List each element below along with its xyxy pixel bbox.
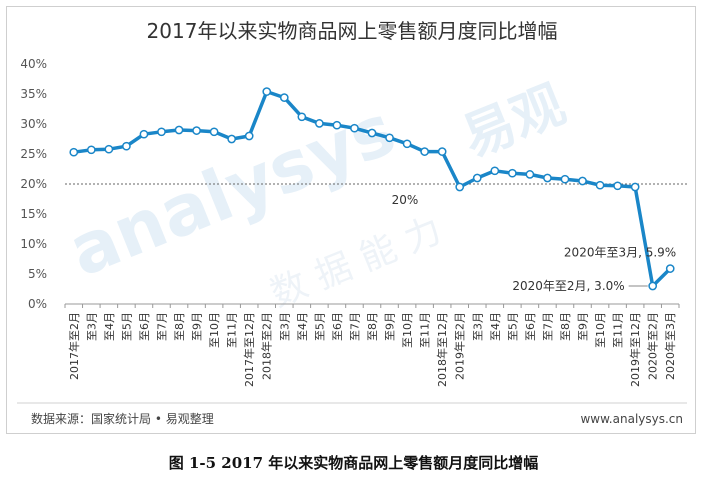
y-tick-label: 15%: [20, 207, 47, 221]
x-tick-label: 至9月: [384, 312, 397, 341]
data-point: [385, 133, 394, 143]
data-point: [122, 141, 131, 151]
data-point: [69, 147, 79, 157]
data-point: [227, 134, 237, 144]
y-axis: 0% 5% 10% 15% 20% 25% 30% 35% 40%: [20, 57, 47, 311]
watermark-cn-big: 易观: [454, 74, 573, 169]
data-point: [665, 264, 675, 273]
annotation-label: 2020年至2月, 3.0%: [512, 279, 624, 293]
data-point: [578, 176, 587, 186]
data-point: [420, 147, 429, 156]
y-tick-label: 40%: [20, 57, 47, 71]
chart-title: 2017年以来实物商品网上零售额月度同比增幅: [147, 19, 558, 43]
x-tick-label: 至9月: [577, 312, 590, 341]
data-point: [630, 182, 640, 192]
data-point: [595, 180, 605, 190]
x-tick-label: 至10月: [401, 312, 414, 348]
x-tick-label: 2019年至12月: [628, 312, 642, 387]
data-point: [472, 173, 482, 183]
x-tick-label: 2019年至2月: [453, 312, 467, 380]
data-point: [104, 144, 114, 154]
data-point: [367, 128, 377, 138]
x-tick-label: 至8月: [173, 312, 186, 341]
website-link[interactable]: www.analysys.cn: [580, 412, 683, 426]
data-point: [279, 93, 289, 102]
x-tick-label: 至6月: [138, 312, 151, 341]
data-point: [560, 174, 570, 184]
data-point: [315, 119, 324, 128]
x-tick-label: 至7月: [541, 312, 554, 341]
data-point: [209, 127, 219, 137]
y-tick-label: 25%: [20, 147, 47, 161]
x-tick-label: 至5月: [506, 312, 519, 341]
annotation-label: 2020年至3月, 5.9%: [564, 246, 676, 260]
data-point: [455, 182, 465, 192]
x-tick-label: 至6月: [524, 312, 537, 341]
data-point: [437, 147, 447, 156]
series-group: [69, 87, 675, 291]
x-tick-label: 至11月: [419, 312, 432, 348]
data-point: [86, 145, 96, 155]
x-tick-label: 至8月: [559, 312, 572, 341]
x-tick-label: 2017年至12月: [242, 312, 256, 387]
x-tick-label: 2017年至2月: [67, 312, 81, 380]
x-tick-label: 至9月: [191, 312, 204, 341]
watermark-cn-small: 数据能力: [265, 205, 458, 315]
data-point: [507, 168, 517, 178]
x-tick-label: 至5月: [120, 312, 133, 341]
x-tick-label: 至5月: [313, 312, 326, 341]
data-point: [402, 139, 412, 149]
x-tick-labels: 2017年至2月 至3月 至4月 至5月 至6月 至7月 至8月 至9月 至10月 至11月 201…: [67, 312, 677, 387]
source-note: 数据来源：国家统计局 • 易观整理: [31, 411, 214, 426]
x-tick-label: 至3月: [471, 312, 484, 341]
figure-frame: analysys 易观 数据能力 2017年以来实物商品网上零售额月度同比增幅 0%…: [6, 6, 696, 434]
data-point: [244, 131, 254, 141]
y-tick-label: 0%: [28, 297, 47, 311]
x-tick-label: 2018年至12月: [435, 312, 449, 387]
x-tick-label: 至10月: [208, 312, 221, 348]
x-tick-label: 至4月: [103, 312, 116, 341]
x-tick-label: 至4月: [296, 312, 309, 341]
x-tick-label: 至11月: [226, 312, 239, 348]
data-point: [350, 123, 359, 133]
x-tick-label: 至3月: [278, 312, 291, 341]
data-point: [174, 125, 184, 135]
y-tick-label: 35%: [20, 87, 47, 101]
x-tick-label: 至7月: [155, 312, 168, 341]
data-point: [192, 126, 201, 135]
y-tick-label: 5%: [28, 267, 47, 281]
data-point: [139, 129, 149, 139]
y-tick-label: 30%: [20, 117, 47, 131]
data-point: [490, 166, 500, 176]
x-tick-label: 2018年至2月: [260, 312, 274, 380]
data-point: [525, 170, 535, 179]
y-tick-label: 10%: [20, 237, 47, 251]
data-point: [297, 112, 307, 122]
x-tick-label: 至10月: [594, 312, 607, 348]
x-tick-label: 至11月: [612, 312, 625, 348]
x-tick-label: 2020年至2月: [646, 312, 660, 380]
x-tick-label: 至3月: [85, 312, 98, 341]
x-tick-label: 至6月: [331, 312, 344, 341]
data-point: [332, 120, 342, 130]
data-point: [543, 173, 552, 183]
reference-line-group: 20%: [65, 183, 687, 207]
x-axis: [64, 303, 680, 308]
x-tick-label: 至8月: [366, 312, 379, 341]
data-point: [157, 127, 166, 137]
data-point: [262, 87, 272, 96]
x-tick-label: 至7月: [348, 312, 361, 341]
data-point: [613, 181, 622, 191]
y-tick-label: 20%: [20, 177, 47, 191]
reference-line-label: 20%: [392, 193, 419, 207]
x-tick-label: 2020年至3月: [663, 312, 677, 380]
x-tick-label: 至4月: [489, 312, 502, 341]
annotations: 2020年至2月, 3.0% 2020年至3月, 5.9%: [512, 246, 676, 293]
figure-caption: 图 1-5 2017 年以来实物商品网上零售额月度同比增幅: [168, 454, 539, 472]
data-point: [648, 281, 658, 291]
